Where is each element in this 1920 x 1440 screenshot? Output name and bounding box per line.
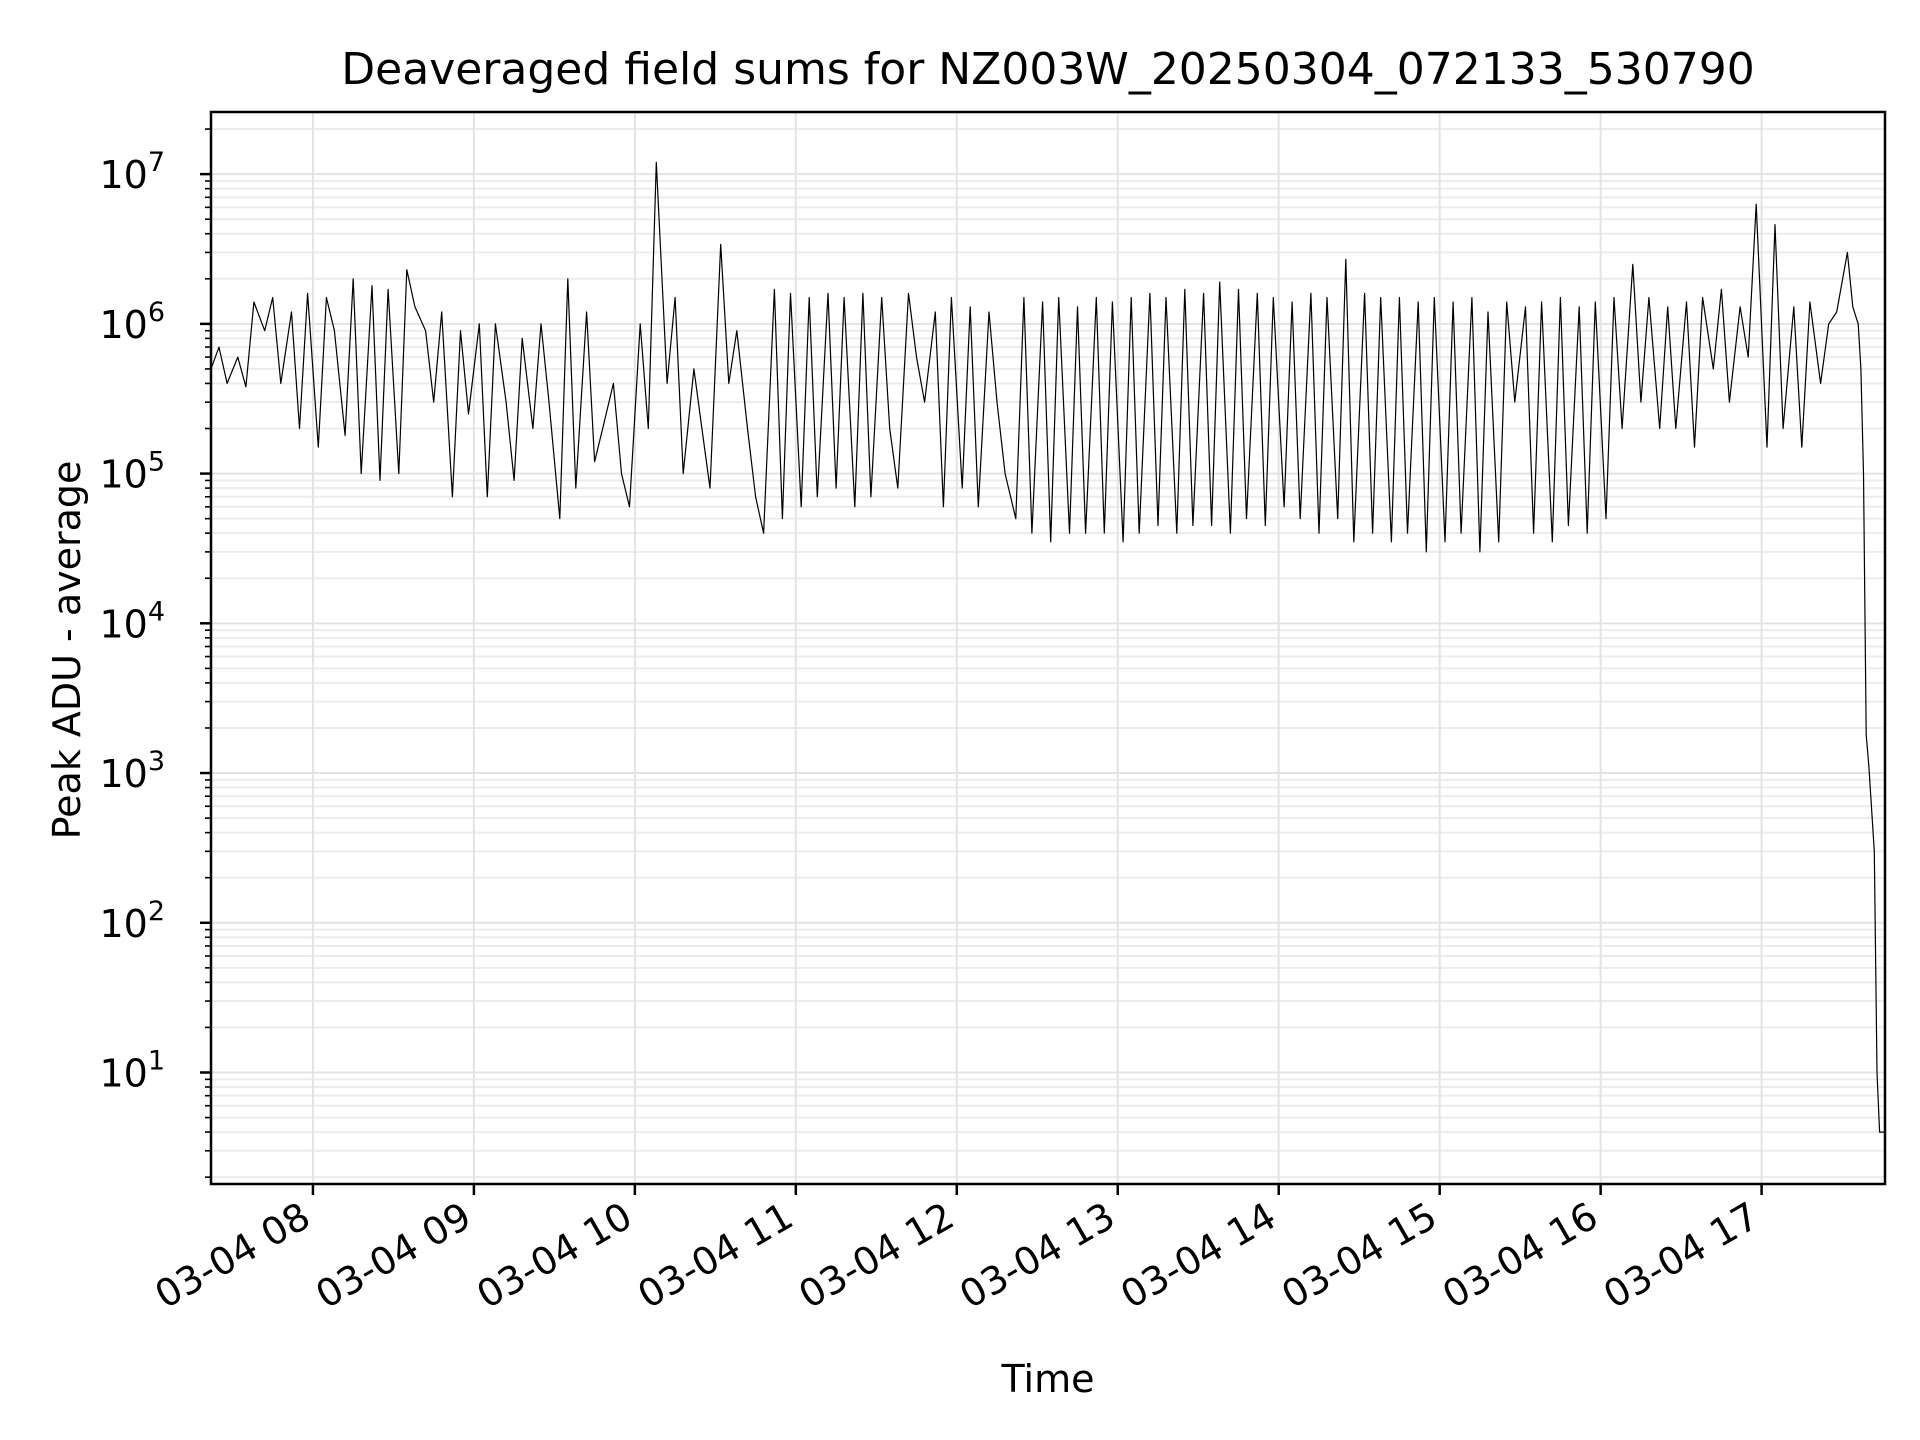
y-tick-base: 10 bbox=[99, 602, 147, 646]
axis-ticks bbox=[200, 128, 1763, 1195]
chart-title: Deaveraged field sums for NZ003W_2025030… bbox=[341, 44, 1754, 95]
y-tick-base: 10 bbox=[99, 453, 147, 497]
y-tick-base: 10 bbox=[99, 303, 147, 347]
series-line bbox=[210, 161, 1885, 1133]
y-tick-base: 10 bbox=[99, 1051, 147, 1095]
y-tick-label: 107 bbox=[99, 147, 165, 197]
y-axis-label: Peak ADU - average bbox=[45, 461, 89, 840]
y-tick-exponent: 1 bbox=[148, 1045, 165, 1076]
plot-area-frame bbox=[209, 110, 1887, 1186]
x-axis-label: Time bbox=[1001, 1357, 1095, 1401]
y-tick-exponent: 3 bbox=[148, 746, 165, 777]
y-tick-base: 10 bbox=[99, 153, 147, 197]
y-tick-label: 106 bbox=[99, 297, 165, 347]
y-tick-base: 10 bbox=[99, 902, 147, 946]
y-tick-label: 101 bbox=[99, 1045, 165, 1095]
y-tick-label: 104 bbox=[99, 596, 165, 646]
y-tick-exponent: 5 bbox=[148, 447, 165, 478]
y-tick-exponent: 4 bbox=[148, 596, 165, 627]
y-tick-base: 10 bbox=[99, 752, 147, 796]
y-tick-exponent: 7 bbox=[148, 147, 165, 178]
y-tick-exponent: 2 bbox=[148, 896, 165, 927]
y-tick-label: 105 bbox=[99, 447, 165, 497]
y-tick-exponent: 6 bbox=[148, 297, 165, 328]
y-tick-label: 102 bbox=[99, 896, 165, 946]
y-tick-label: 103 bbox=[99, 746, 165, 796]
